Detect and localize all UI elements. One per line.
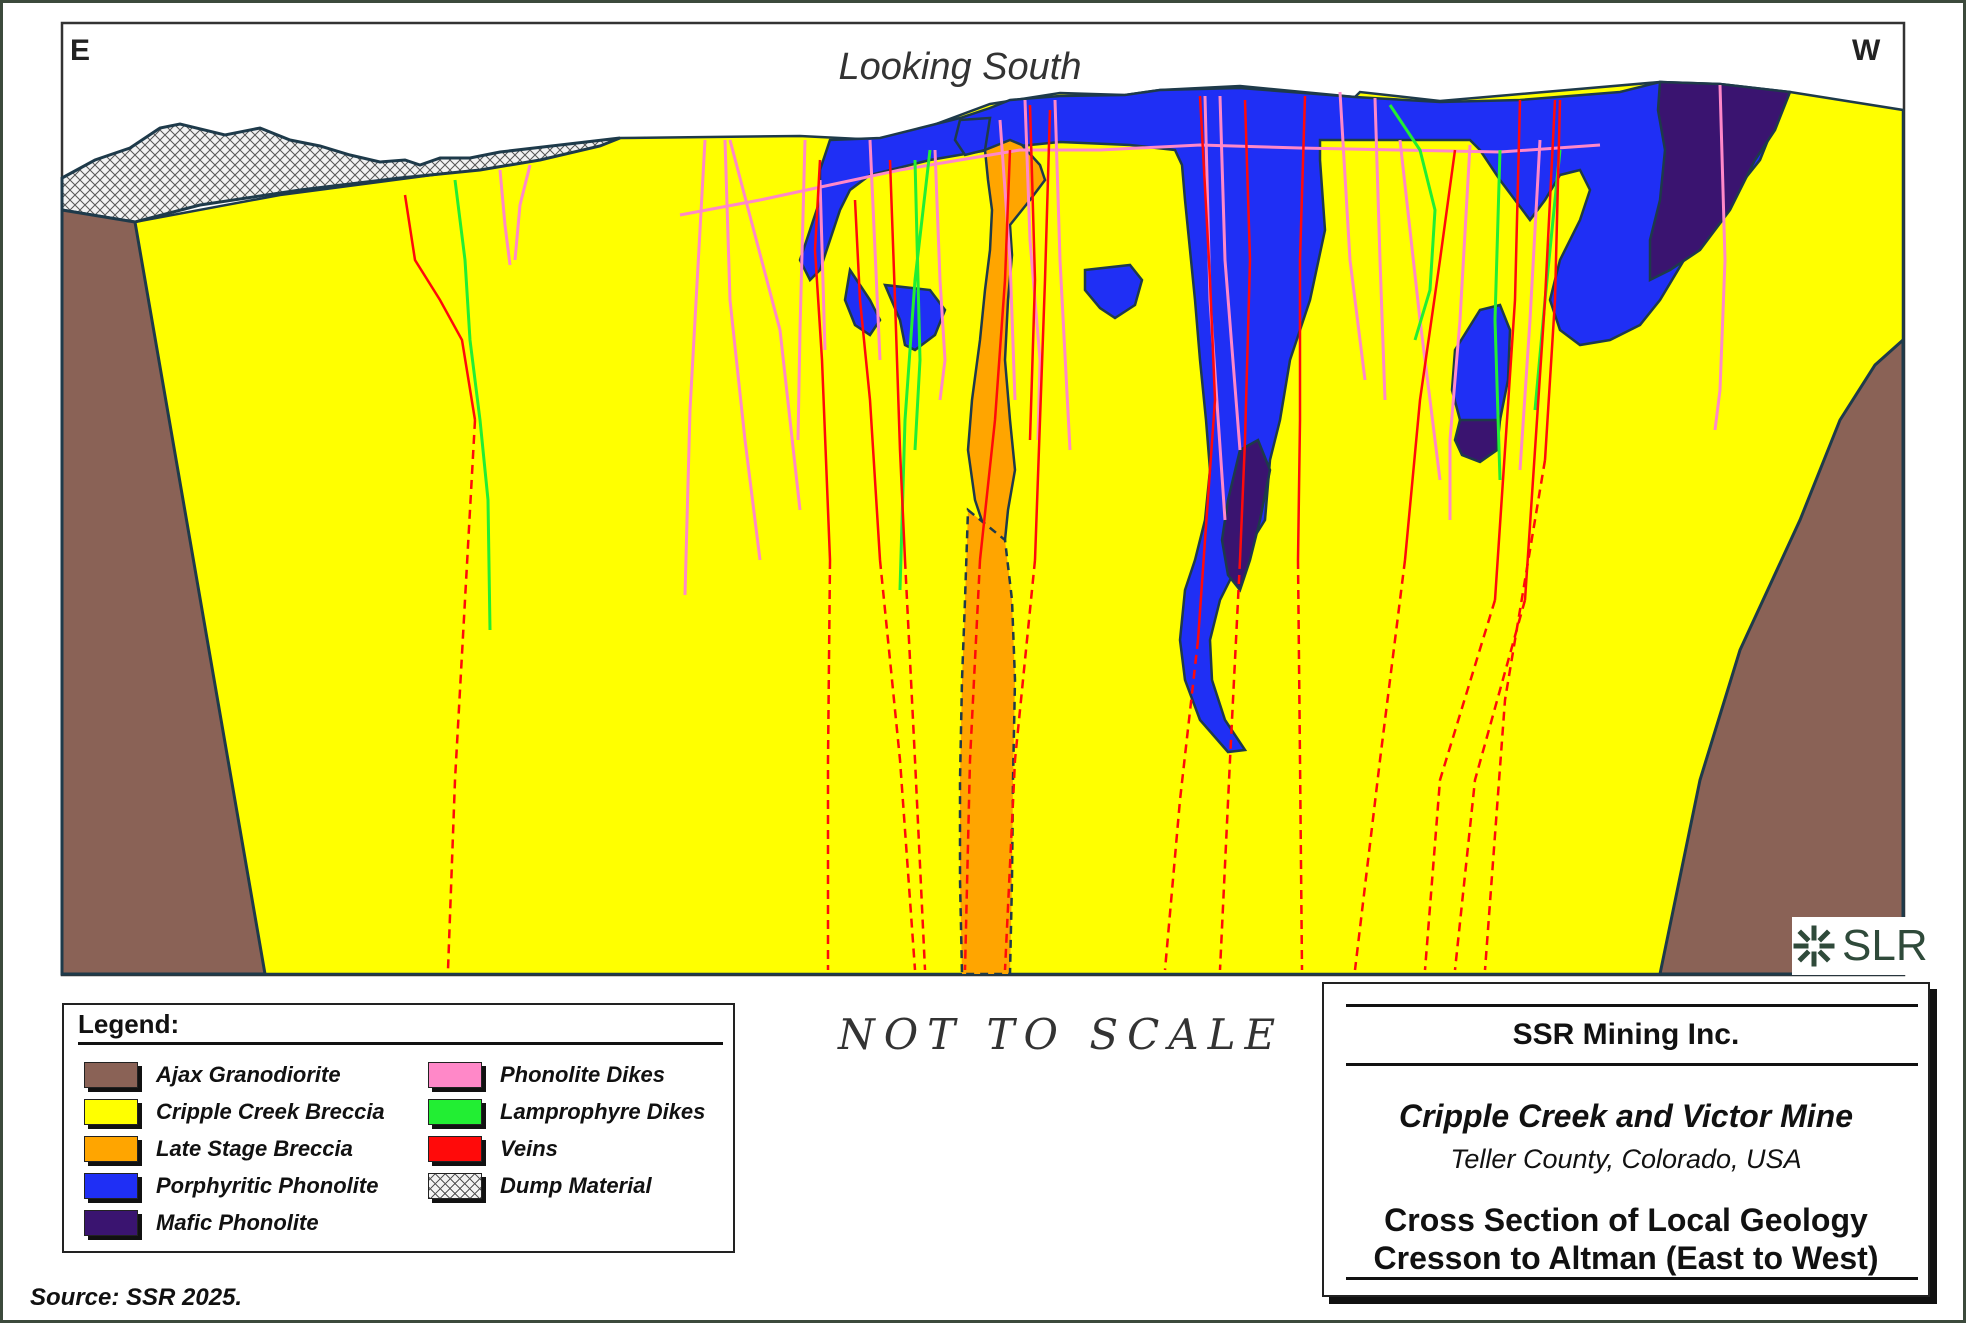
legend-swatch <box>428 1136 482 1162</box>
legend-swatch <box>428 1062 482 1088</box>
legend-item-lamprophyre-dikes: Lamprophyre Dikes <box>428 1097 705 1127</box>
legend-divider <box>78 1042 723 1045</box>
legend-label: Late Stage Breccia <box>156 1136 353 1161</box>
late-stage-breccia-unit <box>966 138 1047 542</box>
legend-item-porphyritic-phonolite: Porphyritic Phonolite <box>84 1171 378 1201</box>
location: Teller County, Colorado, USA <box>1450 1144 1802 1174</box>
legend-item-phonolite-dikes: Phonolite Dikes <box>428 1060 665 1090</box>
legend-item-veins: Veins <box>428 1134 558 1164</box>
west-direction-label: W <box>1852 34 1881 67</box>
title-rule-top <box>1346 1004 1918 1007</box>
legend-swatch <box>428 1173 482 1199</box>
legend-label: Mafic Phonolite <box>156 1210 319 1235</box>
porphyritic-phonolite-pod-3 <box>1083 263 1144 320</box>
legend-item-late-stage-breccia: Late Stage Breccia <box>84 1134 353 1164</box>
legend-swatch <box>428 1099 482 1125</box>
porphyritic-phonolite-pod-1 <box>843 266 882 337</box>
title-rule-bottom <box>1346 1277 1918 1280</box>
legend-label: Phonolite Dikes <box>500 1062 666 1087</box>
dump-material-unit <box>60 122 621 224</box>
legend-swatch <box>84 1210 138 1236</box>
mafic-phonolite-pod <box>1453 418 1502 464</box>
mafic-phonolite-west <box>1648 80 1792 283</box>
legend-swatch <box>84 1062 138 1088</box>
legend-label: Ajax Granodiorite <box>156 1062 341 1087</box>
title-rule-mid <box>1346 1063 1918 1066</box>
company-name: SSR Mining Inc. <box>1512 1018 1740 1051</box>
legend-label: Veins <box>500 1136 558 1161</box>
east-direction-label: E <box>70 34 91 67</box>
legend-swatch <box>84 1136 138 1162</box>
legend-swatch <box>84 1173 138 1199</box>
scale-note: NOT TO SCALE <box>838 1010 1285 1059</box>
title-block: SSR Mining Inc. Cripple Creek and Victor… <box>1322 982 1930 1297</box>
ajax-granodiorite-east <box>60 208 267 976</box>
source-note: Source: SSR 2025. <box>30 1284 243 1311</box>
legend-label: Lamprophyre Dikes <box>500 1099 706 1124</box>
legend-item-mafic-phonolite: Mafic Phonolite <box>84 1208 319 1238</box>
veins-projected <box>446 419 1547 971</box>
legend-label: Dump Material <box>500 1173 652 1198</box>
slr-asterisk-icon <box>1793 925 1835 967</box>
porphyritic-phonolite-pod-2 <box>883 283 947 352</box>
legend-label: Porphyritic Phonolite <box>156 1173 379 1198</box>
legend-label: Cripple Creek Breccia <box>156 1099 385 1124</box>
phonolite-dikes <box>498 84 1727 596</box>
legend-item-ajax-granodiorite: Ajax Granodiorite <box>84 1060 341 1090</box>
view-direction-label: Looking South <box>838 46 1082 88</box>
porphyritic-phonolite-pod-5 <box>953 116 992 157</box>
veins-solid <box>403 95 1562 641</box>
late-stage-breccia-projected <box>958 507 1017 976</box>
legend-item-dump-material: Dump Material <box>428 1171 652 1201</box>
figure-title-line-1: Cross Section of Local Geology <box>1384 1202 1868 1238</box>
legend-title: Legend: <box>78 1009 180 1039</box>
figure-title-line-2: Cresson to Altman (East to West) <box>1373 1240 1879 1276</box>
legend-item-cripple-creek-breccia: Cripple Creek Breccia <box>84 1097 385 1127</box>
slr-logo: SLR <box>1792 917 1940 975</box>
legend-swatch <box>84 1099 138 1125</box>
legend: Legend: Ajax Granodiorite Cripple Creek … <box>62 1003 735 1253</box>
mine-name: Cripple Creek and Victor Mine <box>1398 1098 1854 1134</box>
slr-logo-text: SLR <box>1842 921 1928 970</box>
